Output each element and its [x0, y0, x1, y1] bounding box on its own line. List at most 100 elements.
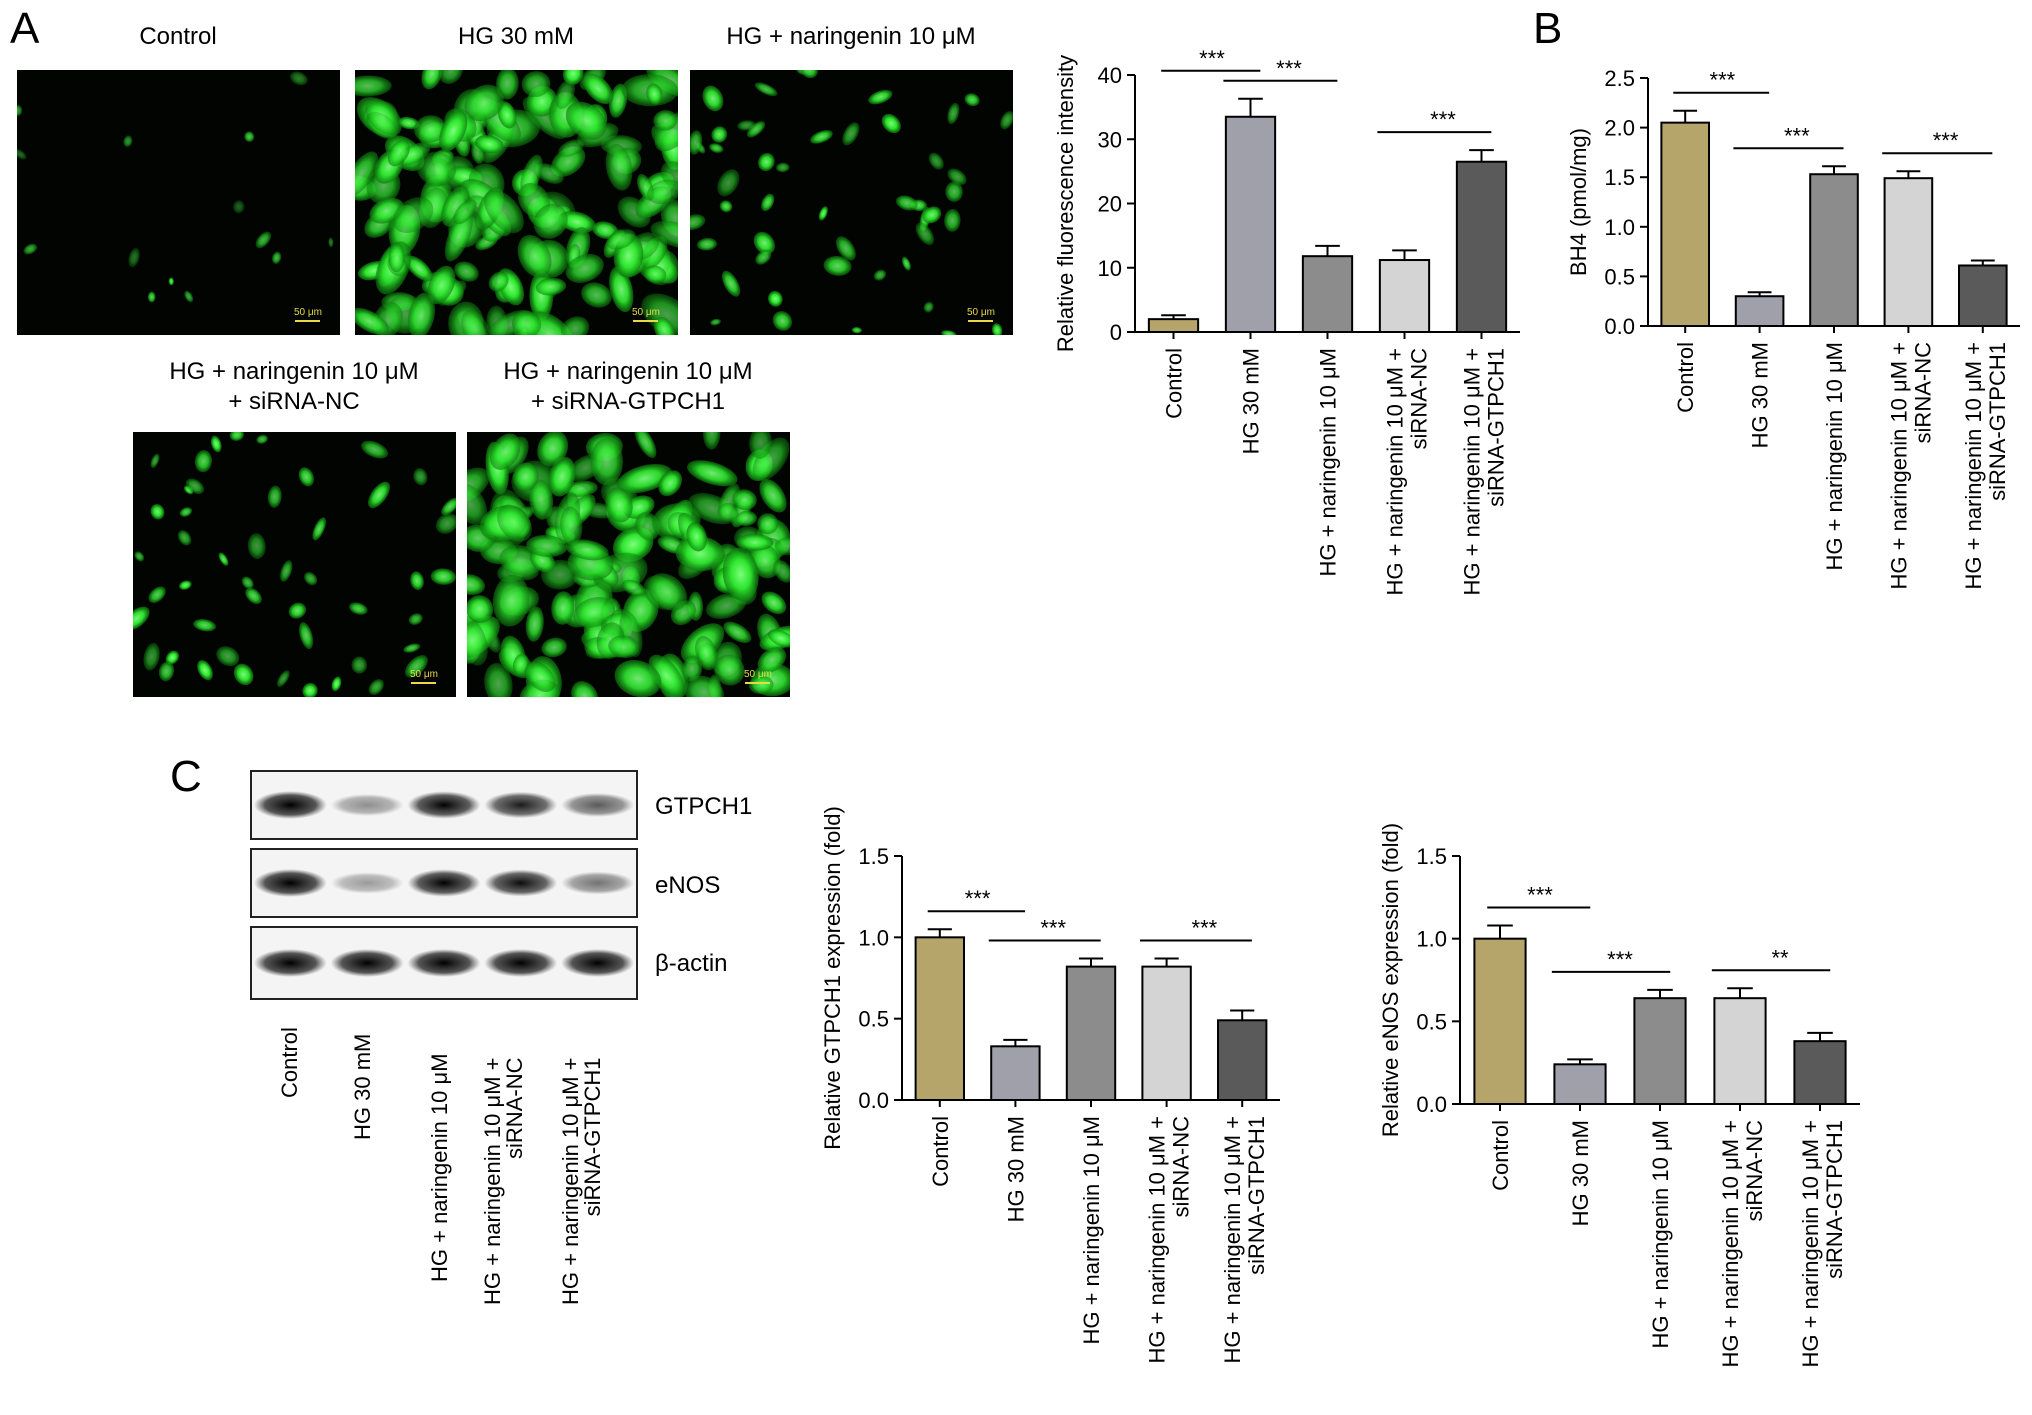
cell: [361, 440, 389, 459]
cell: [421, 70, 443, 90]
cell: [749, 432, 772, 459]
cell: [533, 203, 568, 239]
cell: [349, 602, 368, 615]
significance-label: **: [1771, 945, 1789, 970]
bar-hg: [1224, 115, 1277, 333]
x-tick-label-control: Control: [1162, 348, 1187, 419]
chart-fluorescence-svg: 0 10 20 30 40 Relative fluorescence intensity…: [1053, 46, 1520, 595]
cell: [467, 595, 494, 623]
cell: [717, 502, 739, 522]
cell: [271, 251, 282, 264]
cell: [881, 113, 901, 134]
cell: [609, 266, 634, 313]
cell: [403, 643, 421, 653]
y-tick-label: 0.0: [1604, 314, 1635, 339]
x-tick-label-sirna-gtpch1: HG + naringenin 10 μM +siRNA-GTPCH1: [1798, 1120, 1847, 1367]
cell: [229, 432, 244, 441]
cell: [648, 654, 685, 697]
cell: [923, 301, 934, 313]
cell: [590, 437, 623, 486]
cell: [404, 655, 428, 678]
blot-label-enos: eNOS: [655, 872, 721, 899]
cell: [737, 120, 756, 131]
cell: [851, 327, 863, 334]
significance-label: ***: [1276, 56, 1302, 81]
y-tick-label: 0.0: [1416, 1092, 1447, 1117]
micrograph-sirna-gtpch1: 50 μm: [467, 432, 790, 697]
cell: [526, 535, 568, 557]
cell: [767, 290, 783, 307]
cell: [417, 151, 457, 186]
cell: [185, 478, 205, 494]
significance-label: ***: [1192, 915, 1218, 940]
cell: [525, 606, 544, 642]
cell: [964, 93, 980, 107]
significance-label: ***: [1784, 123, 1810, 148]
cell: [489, 433, 521, 470]
micrograph-svg: 50 μm: [17, 71, 334, 322]
cell: [133, 606, 150, 631]
blot-band-control: [253, 791, 327, 819]
chart-enos-svg: 0.0 0.5 1.0 1.5 Relative eNOS expression (fo…: [1378, 823, 1860, 1367]
cell: [581, 282, 612, 308]
cell: [355, 151, 379, 197]
micrograph-hg: 50 μm: [355, 70, 678, 335]
bar-hg: [990, 1045, 1041, 1102]
cell: [761, 193, 775, 212]
cell: [702, 432, 721, 450]
cell: [351, 656, 368, 674]
cell: [288, 602, 307, 619]
cell: [233, 663, 254, 686]
cell: [150, 453, 160, 469]
cell: [944, 209, 961, 232]
micrograph-svg: 50 μm: [355, 70, 678, 335]
cell: [945, 181, 963, 202]
x-tick-label-hg: HG 30 mM: [1003, 1116, 1028, 1222]
cell: [654, 111, 678, 152]
cell: [774, 537, 790, 556]
cell: [355, 75, 392, 97]
panel-letter-b: B: [1533, 4, 1563, 53]
x-tick-label-sirna-nc: HG + naringenin 10 μM +siRNA-NC: [1886, 342, 1935, 590]
y-tick-label: 30: [1098, 127, 1122, 152]
cell: [823, 255, 852, 276]
cell: [746, 121, 766, 138]
cell: [194, 450, 213, 473]
bar-control: [1660, 121, 1711, 327]
bar-sirna-gtpch1: [1455, 160, 1508, 333]
western-blot-enos: [250, 848, 638, 918]
cell: [683, 675, 724, 697]
cell: [484, 190, 524, 234]
cell: [496, 70, 519, 100]
cell: [748, 675, 774, 695]
cell: [467, 574, 485, 595]
cell: [571, 681, 599, 697]
cell: [388, 242, 405, 273]
cell: [524, 661, 556, 692]
blot-band-hg: [330, 794, 404, 816]
bar-naringenin: [1633, 997, 1687, 1105]
cell: [521, 71, 551, 97]
cell: [365, 99, 400, 135]
cell: [758, 152, 775, 172]
x-tick-label-naringenin: HG + naringenin 10 μM: [1822, 342, 1847, 571]
cell: [558, 139, 585, 157]
cell: [721, 270, 741, 297]
significance-label: ***: [1040, 915, 1066, 940]
scale-bar-label: 50 μm: [744, 669, 772, 680]
cell: [558, 211, 596, 233]
cell: [143, 643, 160, 671]
micrograph-title-control: Control: [139, 23, 217, 50]
bar-sirna-gtpch1: [1217, 1019, 1268, 1101]
cell: [895, 195, 918, 211]
cell: [757, 647, 787, 673]
blot-band-naringenin: [407, 949, 481, 977]
y-tick-label: 1.0: [1416, 927, 1447, 952]
x-tick-label-hg: HG 30 mM: [1748, 342, 1773, 448]
blot-band-naringenin: [407, 791, 481, 819]
y-tick-label: 0.5: [1604, 264, 1635, 289]
chart-bh4: 0.0 0.5 1.0 1.5 2.0 2.5 BH4 (pmol/mg) Control HG…: [1560, 40, 2030, 680]
significance-label: ***: [1607, 947, 1633, 972]
blot-band-hg: [330, 949, 404, 977]
cell: [147, 291, 156, 303]
